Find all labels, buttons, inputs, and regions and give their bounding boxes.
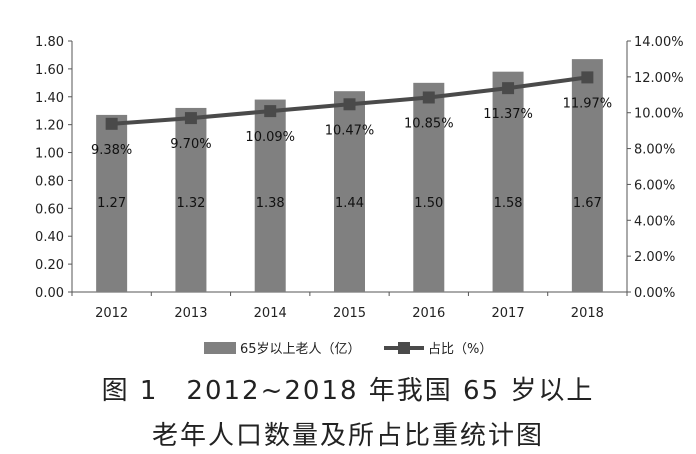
figure-caption-line1: 图 1 2012~2018 年我国 65 岁以上	[101, 376, 595, 406]
bar-value-label: 1.58	[494, 196, 523, 211]
x-tick-label: 2014	[254, 306, 287, 321]
y-right-tick-label: 0.00%	[634, 286, 675, 301]
x-tick-label: 2018	[571, 306, 604, 321]
bar-value-label: 1.44	[335, 196, 364, 211]
bar-value-label: 1.50	[414, 196, 443, 211]
ratio-value-label: 9.70%	[170, 137, 211, 152]
data-labels: 1.27 1.32 1.38 1.44 1.50 1.58 1.67 9.38% 9.70% 10…	[91, 96, 612, 211]
ratio-line	[105, 71, 594, 130]
bar-value-label: 1.32	[176, 196, 205, 211]
y-right-tick-label: 2.00%	[634, 250, 675, 265]
bar-value-label: 1.67	[573, 196, 602, 211]
bar	[96, 114, 128, 293]
y-left-tick-label: 1.20	[35, 119, 64, 134]
x-tick-label: 2017	[492, 306, 525, 321]
y-left-tick-label: 0.40	[35, 230, 64, 245]
x-tick-label: 2012	[95, 306, 128, 321]
bar-value-label: 1.38	[256, 196, 285, 211]
ratio-marker	[422, 91, 435, 104]
ratio-value-label: 10.85%	[404, 116, 454, 131]
legend-line-marker	[398, 342, 410, 354]
ratio-marker	[105, 117, 118, 130]
y-left-tick-label: 1.00	[35, 147, 64, 162]
bar	[492, 71, 524, 292]
bar	[334, 91, 365, 292]
bar	[571, 59, 603, 292]
bar-value-label: 1.27	[97, 196, 126, 211]
y-left-tick-label: 0.20	[35, 258, 64, 273]
legend: 65岁以上老人（亿） 占比（%）	[204, 342, 492, 357]
y-right-tick-label: 10.00%	[634, 107, 684, 122]
ratio-marker	[502, 82, 515, 95]
legend-bar-label: 65岁以上老人（亿）	[240, 342, 361, 357]
x-tick-label: 2015	[333, 306, 366, 321]
y-left-tick-label: 1.60	[35, 63, 64, 78]
axes: 0.00 0.20 0.40 0.60 0.80 1.00 1.20 1.40 1.60 1.80…	[35, 35, 684, 321]
y-left-tick-label: 0.60	[35, 202, 64, 217]
ratio-value-label: 10.47%	[325, 123, 375, 138]
ratio-value-label: 9.38%	[91, 143, 132, 158]
ratio-marker	[184, 112, 197, 125]
bar	[413, 82, 445, 292]
bar	[175, 107, 207, 292]
y-left-tick-label: 1.80	[35, 35, 64, 50]
x-tick-label: 2016	[412, 306, 445, 321]
bars	[96, 59, 603, 293]
chart: 0.00 0.20 0.40 0.60 0.80 1.00 1.20 1.40 1.60 1.80…	[35, 35, 684, 357]
ratio-value-label: 11.37%	[483, 107, 533, 122]
y-right-tick-label: 4.00%	[634, 214, 675, 229]
ratio-value-label: 10.09%	[245, 130, 295, 145]
y-right-tick-label: 14.00%	[634, 35, 684, 50]
y-left-tick-label: 0.00	[35, 286, 64, 301]
legend-line-label: 占比（%）	[428, 342, 492, 357]
figure-caption-line2: 老年人口数量及所占比重统计图	[151, 421, 544, 451]
ratio-marker	[343, 98, 356, 111]
y-right-tick-label: 12.00%	[634, 71, 684, 86]
y-left-tick-label: 0.80	[35, 174, 64, 189]
ratio-marker	[581, 71, 594, 84]
y-right-tick-label: 8.00%	[634, 143, 675, 158]
legend-bar-swatch	[204, 342, 236, 354]
ratio-value-label: 11.97%	[563, 96, 613, 111]
bar	[254, 99, 286, 292]
ratio-marker	[264, 105, 277, 118]
y-left-tick-label: 1.40	[35, 91, 64, 106]
x-tick-label: 2013	[174, 306, 207, 321]
y-right-tick-label: 6.00%	[634, 178, 675, 193]
